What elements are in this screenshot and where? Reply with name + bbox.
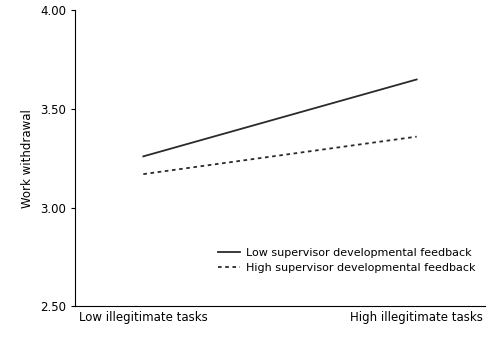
Y-axis label: Work withdrawal: Work withdrawal (22, 109, 35, 208)
Legend: Low supervisor developmental feedback, High supervisor developmental feedback: Low supervisor developmental feedback, H… (214, 244, 480, 277)
